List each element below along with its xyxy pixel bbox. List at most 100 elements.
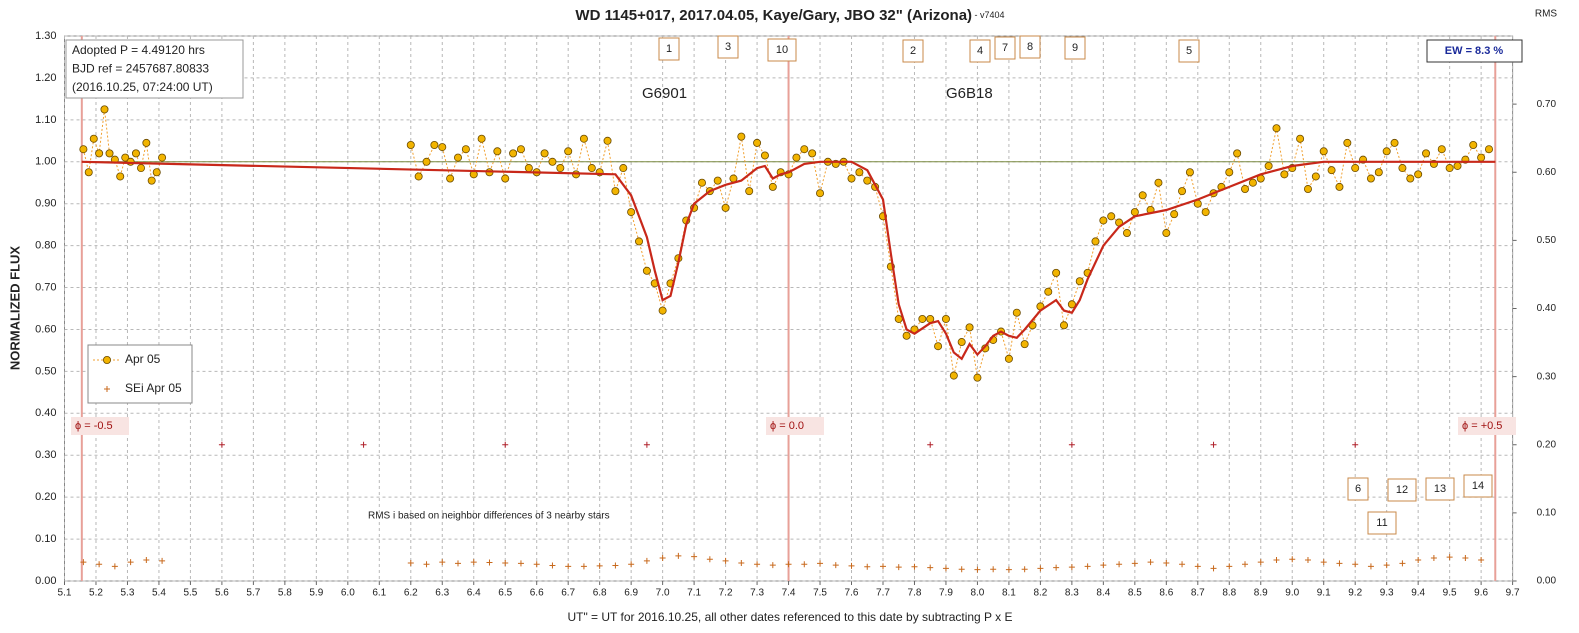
y-tick-label: 0.20 [35, 491, 56, 503]
info-line: Adopted P = 4.49120 hrs [72, 43, 205, 57]
cross-point [502, 559, 509, 566]
event-box [1019, 35, 1041, 59]
legend [87, 344, 193, 404]
cross-point [486, 559, 493, 566]
data-point [579, 134, 588, 143]
cross-point [1053, 564, 1060, 571]
data-point [957, 338, 966, 347]
cross-point [1068, 441, 1075, 448]
event-box [969, 39, 991, 63]
cross-point [769, 562, 776, 569]
data-point [1130, 208, 1139, 217]
x-tick-label: 6.2 [404, 588, 418, 599]
data-point [603, 136, 612, 145]
data-point [635, 237, 644, 246]
cross-point [596, 562, 603, 569]
ew-label: EW = 8.3 % [1445, 45, 1504, 57]
fit-line [81, 160, 1496, 361]
data-point [1272, 124, 1281, 133]
x-tick-label: 5.8 [278, 588, 292, 599]
data-point [1335, 182, 1344, 191]
cross-point [1415, 557, 1422, 564]
x-tick-label: 9.5 [1443, 588, 1457, 599]
event-label: 6 [1355, 483, 1361, 495]
data-point [446, 174, 455, 183]
data-point [548, 157, 557, 166]
data-point [84, 168, 93, 177]
data-point [524, 164, 533, 173]
data-point [147, 176, 156, 185]
data-point [713, 176, 722, 185]
info-box [65, 39, 244, 99]
data-point [721, 203, 730, 212]
data-point [1091, 237, 1100, 246]
data-point [1374, 168, 1383, 177]
cross-point [439, 559, 446, 566]
x-tick-label: 9.0 [1285, 588, 1299, 599]
cross-point [1430, 554, 1437, 561]
data-point [556, 164, 565, 173]
cross-point [612, 562, 619, 569]
cross-point [1367, 563, 1374, 570]
x-tick-label: 6.9 [624, 588, 638, 599]
cross-point [1116, 561, 1123, 568]
y2-tick-label: 0.10 [1537, 508, 1557, 519]
data-point [1138, 191, 1147, 200]
cross-point [470, 559, 477, 566]
cross-point [1147, 559, 1154, 566]
data-point [768, 182, 777, 191]
cross-point [643, 441, 650, 448]
cross-point [1446, 554, 1453, 561]
x-tick-label: 8.1 [1002, 588, 1016, 599]
x-tick-label: 8.6 [1159, 588, 1173, 599]
data-point [454, 153, 463, 162]
data-point [1052, 268, 1061, 277]
x-tick-label: 9.3 [1380, 588, 1394, 599]
data-point [1067, 300, 1076, 309]
data-point [1398, 164, 1407, 173]
legend-label: Apr 05 [125, 352, 161, 366]
cross-point [1289, 556, 1296, 563]
x-tick-label: 5.9 [309, 588, 323, 599]
data-point [642, 266, 651, 275]
cross-point [848, 562, 855, 569]
event-box [1347, 477, 1369, 501]
event-label: 2 [910, 45, 916, 57]
data-point [1445, 164, 1454, 173]
info-line: (2016.10.25, 07:24:00 UT) [72, 80, 213, 94]
phase-label: ϕ = +0.5 [1462, 420, 1502, 432]
data-point [1422, 149, 1431, 158]
event-label: 5 [1186, 45, 1192, 57]
data-point [1453, 161, 1462, 170]
x-tick-label: 5.3 [121, 588, 135, 599]
cross-point [675, 552, 682, 559]
cross-point [423, 561, 430, 568]
cross-point [942, 565, 949, 572]
x-tick-label: 9.4 [1411, 588, 1425, 599]
y-tick-label: 0.40 [35, 407, 56, 419]
cross-point [517, 560, 524, 567]
data-point [816, 189, 825, 198]
data-point [847, 174, 856, 183]
x-tick-label: 8.9 [1254, 588, 1268, 599]
event-label: 13 [1434, 483, 1446, 495]
data-point [1437, 145, 1446, 154]
x-tick-label: 7.6 [845, 588, 859, 599]
cross-point [754, 561, 761, 568]
data-point [79, 145, 88, 154]
y2-tick-label: 0.30 [1537, 371, 1557, 382]
chart-title: WD 1145+017, 2017.04.05, Kaye/Gary, JBO … [575, 7, 1004, 24]
cross-point [1179, 561, 1186, 568]
cross-point [360, 441, 367, 448]
cross-point [990, 566, 997, 573]
y2-tick-label: 0.70 [1537, 99, 1557, 110]
cross-point [738, 559, 745, 566]
x-tick-label: 7.7 [876, 588, 890, 599]
x-tick-label: 6.8 [593, 588, 607, 599]
cross-point [143, 557, 150, 564]
event-box [902, 39, 924, 63]
x-tick-label: 9.6 [1474, 588, 1488, 599]
data-point [1012, 308, 1021, 317]
x-tick-label: 8.5 [1128, 588, 1142, 599]
x-tick-label: 6.1 [372, 588, 386, 599]
